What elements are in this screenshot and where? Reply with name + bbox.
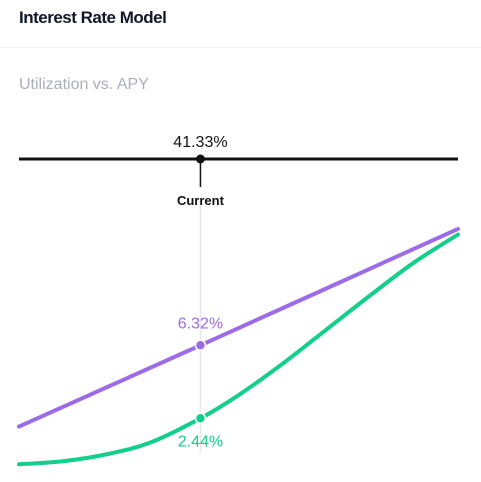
series-layer — [17, 226, 460, 467]
supply-current-point — [194, 412, 207, 425]
borrow-apy-label: 6.32% — [178, 315, 223, 332]
borrow-current-point — [194, 339, 207, 352]
supply-apy-label: 2.44% — [178, 433, 223, 450]
supply-apy-line — [17, 232, 460, 467]
panel-title: Interest Rate Model — [19, 8, 167, 27]
panel-header: Interest Rate Model — [0, 0, 481, 48]
utilization-value-label: 41.33% — [173, 134, 227, 151]
current-label: Current — [177, 193, 225, 208]
chart-subtitle: Utilization vs. APY — [19, 76, 149, 93]
